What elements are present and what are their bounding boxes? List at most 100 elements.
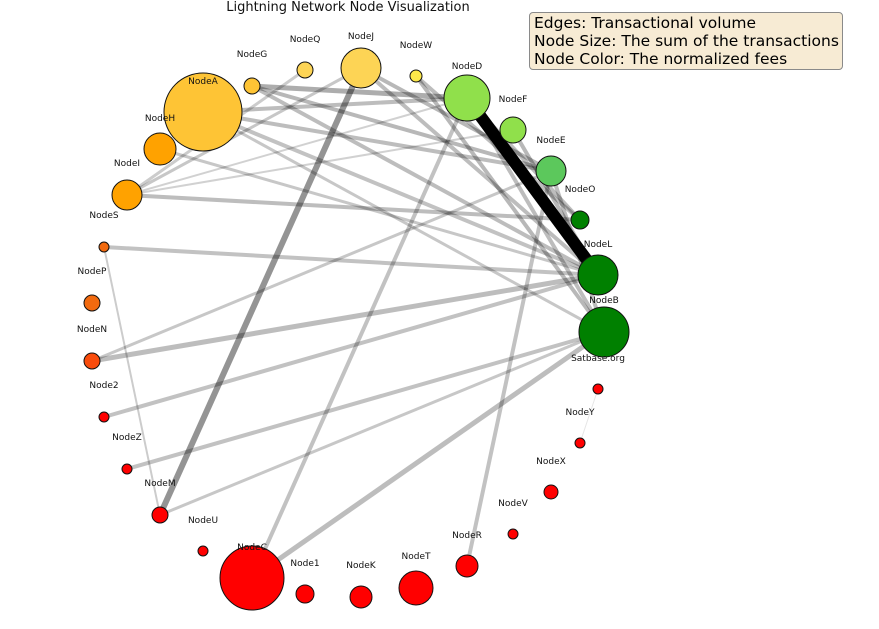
edge-nodea-nodel [202, 110, 599, 277]
edge-nodew-nodeo [414, 74, 582, 222]
node-label-nodeh: NodeH [145, 114, 175, 124]
node-label-nodep: NodeP [78, 267, 107, 277]
node-node1[interactable] [295, 584, 315, 604]
edge-nodeh-nodel [159, 147, 599, 277]
node-nodet[interactable] [398, 570, 434, 606]
edge-noded-nodeb [465, 96, 606, 334]
node-nodew[interactable] [409, 69, 423, 83]
node-label-nodew: NodeW [400, 41, 432, 51]
node-label-noden: NodeN [77, 325, 107, 335]
node-node2[interactable] [98, 411, 110, 423]
node-label-noded: NodeD [452, 62, 482, 72]
node-nodeq[interactable] [296, 61, 314, 79]
node-label-nodes: NodeS [89, 211, 118, 221]
node-nodee[interactable] [535, 155, 567, 187]
node-label-nodev: NodeV [498, 499, 528, 509]
node-label-nodey: NodeY [566, 408, 595, 418]
edges-layer [91, 66, 606, 581]
edge-nodeg-nodel [251, 84, 599, 277]
node-label-nodec: NodeC [237, 543, 267, 553]
edge-nodes-nodem [103, 246, 161, 516]
node-label-node2: Node2 [89, 381, 118, 391]
node-nodei[interactable] [111, 179, 143, 211]
edge-nodea-nodeb [202, 110, 605, 334]
legend-box: Edges: Transactional volume Node Size: T… [529, 12, 843, 70]
node-label-nodeu: NodeU [188, 516, 218, 526]
edge-nodei-noded [126, 97, 468, 196]
edge-nodez-nodeb [126, 330, 605, 471]
edge-nodef-nodel [511, 128, 600, 277]
node-nodey[interactable] [574, 437, 586, 449]
edge-noden-nodee [91, 169, 552, 363]
graph-title: Lightning Network Node Visualization [226, 0, 470, 15]
edge-nodeg-noded [251, 83, 468, 101]
node-noder[interactable] [455, 554, 479, 578]
node-label-noder: NodeR [452, 531, 482, 541]
node-label-nodeo: NodeO [565, 185, 596, 195]
edge-nodeg-nodee [251, 84, 552, 173]
node-label-nodek: NodeK [346, 561, 376, 571]
node-label-nodei: NodeI [114, 159, 140, 169]
labels-layer: NodeA NodeG NodeQ NodeJ NodeW NodeD NodeF NodeE… [77, 32, 625, 571]
node-nodea[interactable] [163, 72, 243, 152]
node-label-nodeg: NodeG [237, 50, 267, 60]
node-nodem[interactable] [151, 506, 169, 524]
edge-noder-nodee [465, 170, 553, 567]
edge-nodec-noded [250, 97, 469, 579]
node-label-nodea: NodeA [188, 77, 218, 87]
node-nodex[interactable] [543, 484, 559, 500]
edge-nodej-nodem [157, 66, 364, 517]
edge-nodej-nodei [126, 66, 362, 197]
node-nodev[interactable] [507, 528, 519, 540]
node-label-nodem: NodeM [144, 479, 175, 489]
node-label-nodet: NodeT [402, 552, 431, 562]
node-nodeb[interactable] [578, 306, 630, 358]
edge-nodem-nodeb [159, 330, 605, 517]
node-label-nodez: NodeZ [112, 433, 142, 443]
edge-satbase-org-nodey [579, 388, 599, 444]
node-satbase-org[interactable] [592, 383, 604, 395]
node-nodeu[interactable] [197, 545, 209, 557]
node-label-nodej: NodeJ [348, 32, 374, 42]
legend-size-text: Node Size: The sum of the transactions [534, 32, 839, 50]
node-nodej[interactable] [340, 47, 382, 89]
node-nodep[interactable] [83, 294, 101, 312]
node-label-nodeq: NodeQ [290, 35, 321, 45]
node-nodek[interactable] [349, 585, 373, 609]
node-nodes[interactable] [98, 241, 110, 253]
edge-nodej-nodel [359, 66, 600, 277]
edge-nodei-nodef [126, 129, 514, 196]
node-nodec[interactable] [219, 545, 285, 611]
edge-nodee-nodeb [549, 170, 606, 333]
edge-node2-nodel [103, 273, 599, 419]
node-label-nodex: NodeX [536, 457, 566, 467]
node-nodef[interactable] [499, 116, 527, 144]
node-nodez[interactable] [121, 463, 133, 475]
edge-nodei-nodeo [126, 193, 581, 222]
node-label-node1: Node1 [290, 559, 319, 569]
edge-noden-nodel [91, 272, 599, 364]
node-label-nodee: NodeE [536, 136, 565, 146]
node-label-satbase-org: Satbase.org [571, 354, 625, 364]
node-noded[interactable] [443, 74, 491, 122]
nodes-layer [83, 47, 630, 611]
edge-nodew-nodeb [414, 74, 606, 334]
edge-noded-nodeo [465, 96, 582, 222]
edge-nodej-nodee [360, 66, 552, 173]
node-nodeg[interactable] [243, 77, 261, 95]
node-label-nodef: NodeF [499, 95, 528, 105]
legend-color-text: Node Color: The normalized fees [534, 50, 788, 68]
edge-nodea-nodee [202, 110, 552, 173]
edge-nodea-noded [202, 96, 468, 114]
edge-nodes-nodel [103, 245, 599, 277]
node-nodeo[interactable] [570, 210, 590, 230]
node-label-nodeb: NodeB [589, 296, 619, 306]
node-noden[interactable] [83, 352, 101, 370]
node-nodel[interactable] [577, 254, 619, 296]
edge-nodec-nodeb [250, 329, 606, 581]
legend-edges-text: Edges: Transactional volume [534, 14, 757, 32]
edge-noded-nodel [462, 94, 603, 279]
node-label-nodel: NodeL [584, 240, 613, 250]
node-nodeh[interactable] [143, 132, 177, 166]
